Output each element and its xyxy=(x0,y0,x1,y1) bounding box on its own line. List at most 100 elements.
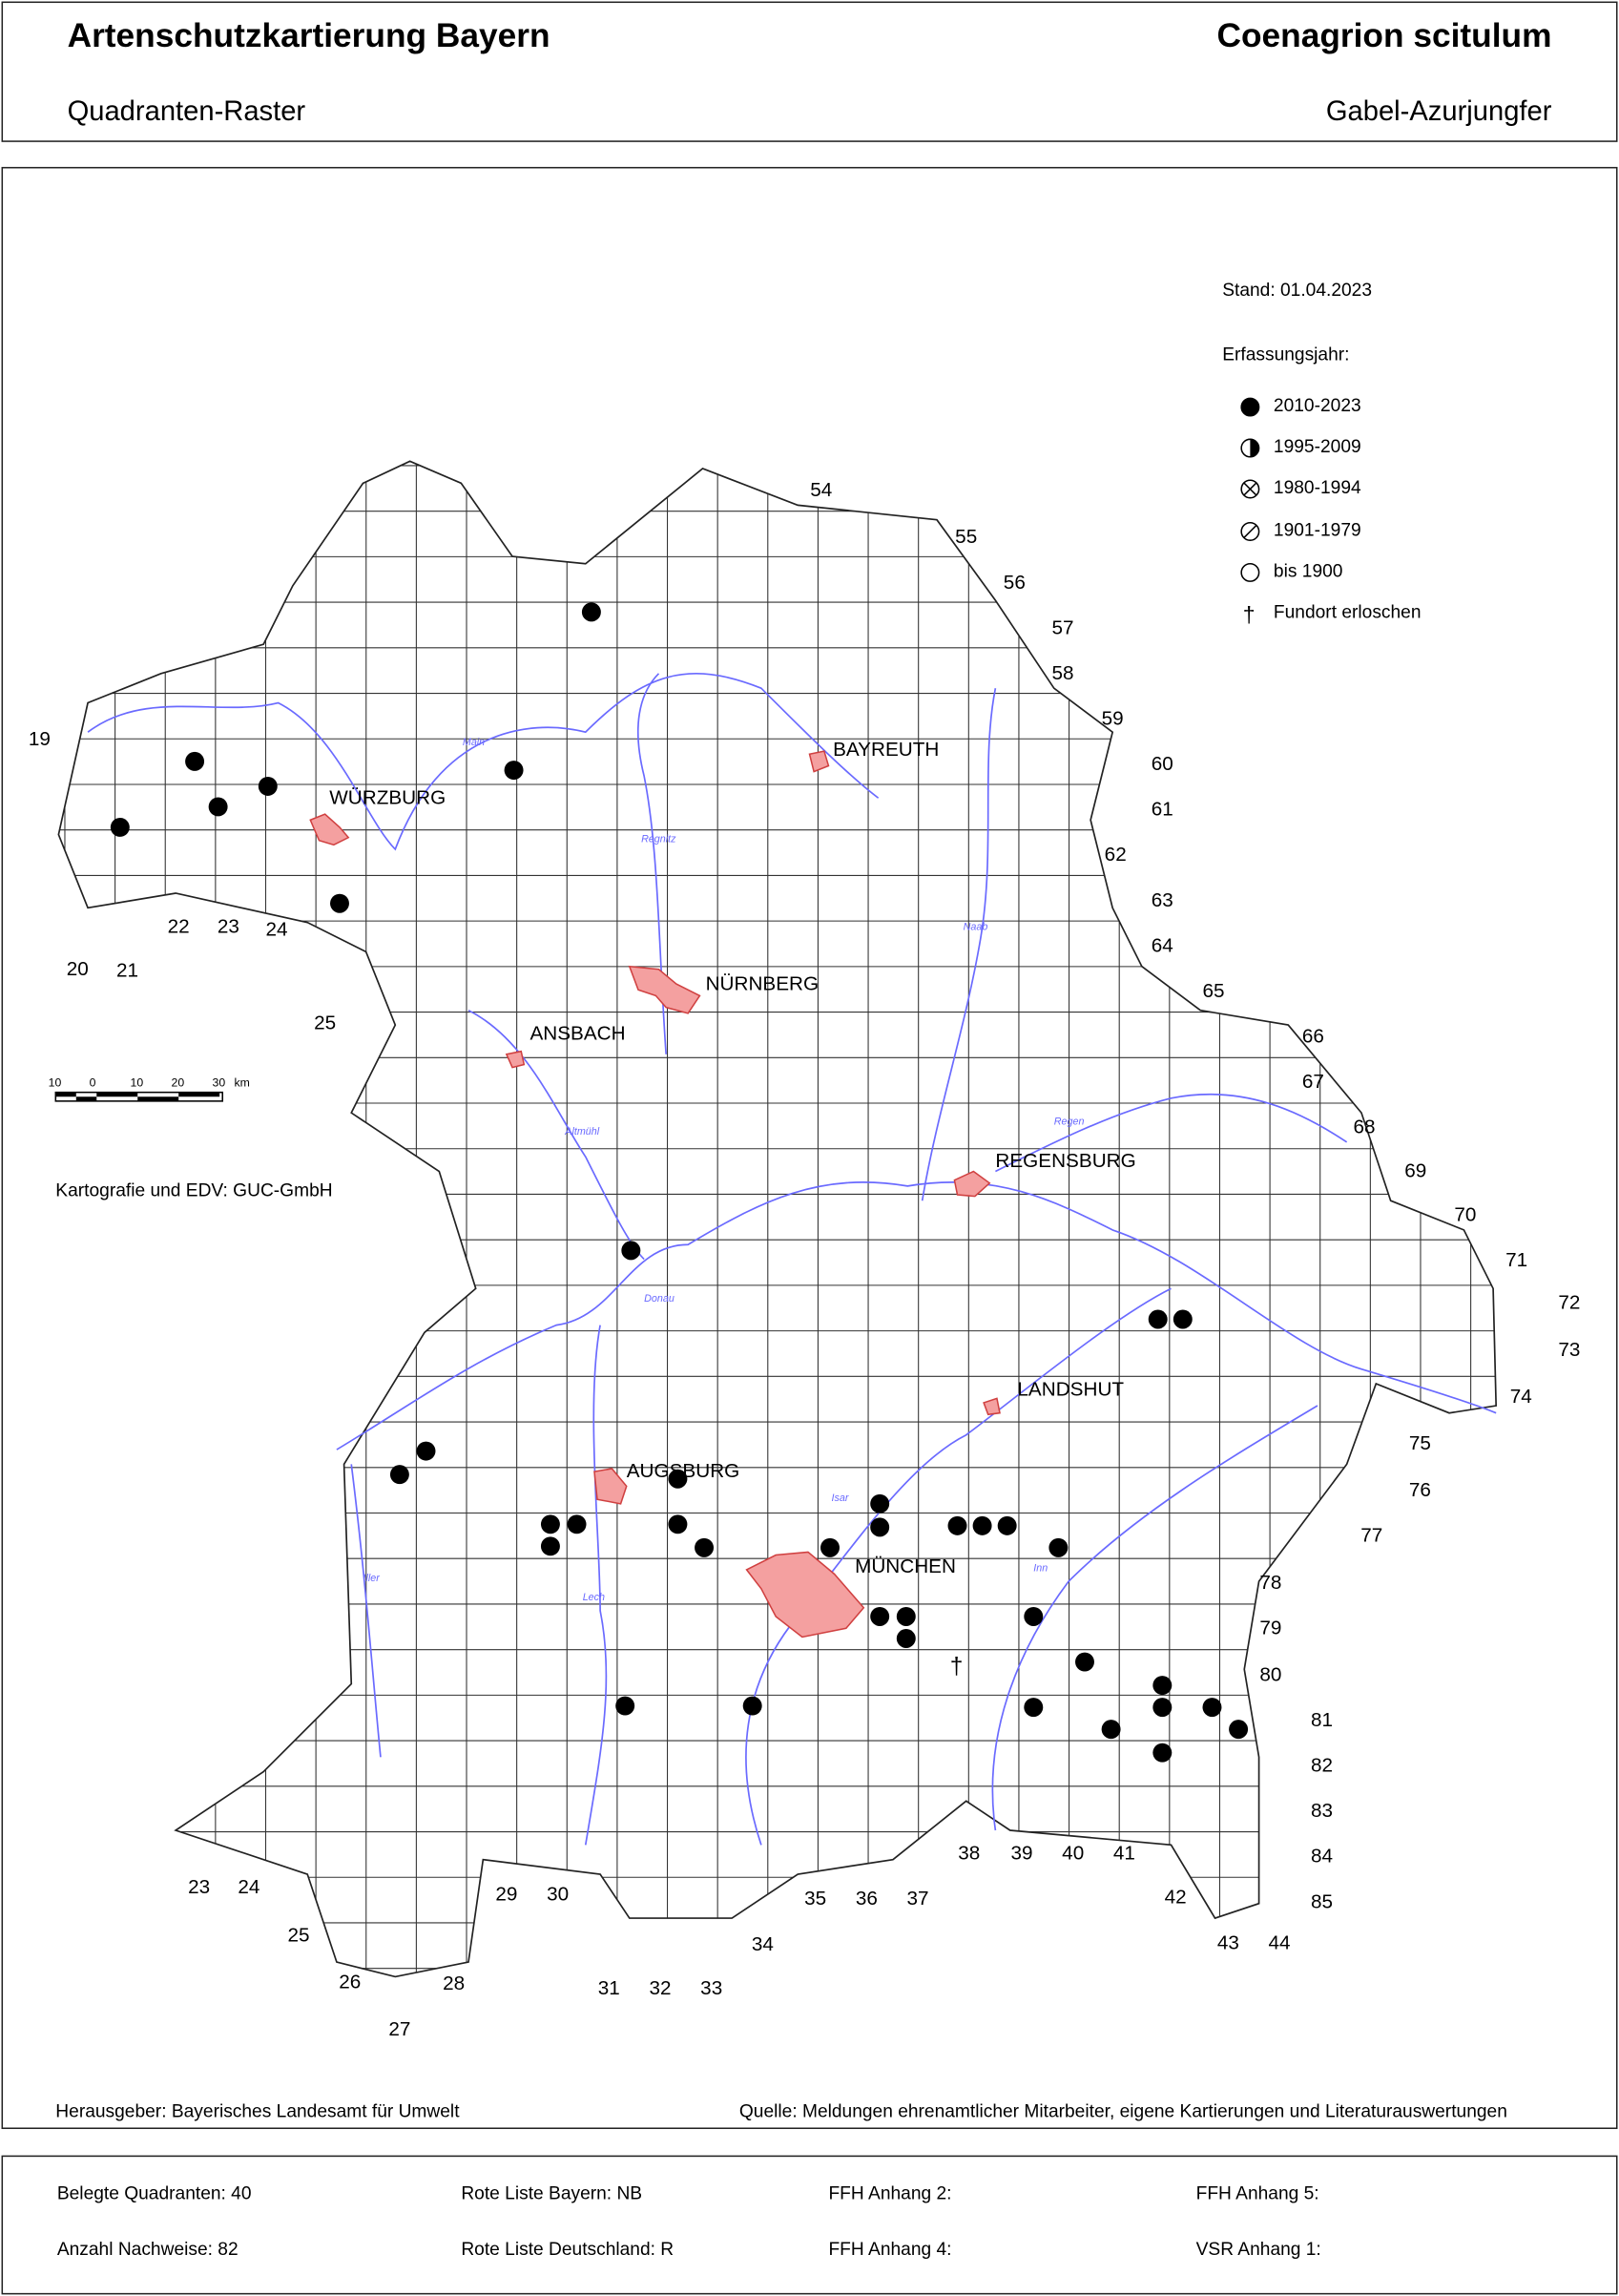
row-label: 68 xyxy=(1354,1117,1376,1138)
svg-text:†: † xyxy=(1243,602,1256,627)
data-source: Quelle: Meldungen ehrenamtlicher Mitarbe… xyxy=(738,2100,1507,2122)
river-inn xyxy=(991,1405,1318,1831)
row-label: 74 xyxy=(1510,1386,1532,1408)
row-label: 59 xyxy=(1102,708,1124,730)
column-label: 25 xyxy=(288,1925,310,1947)
column-label: 19 xyxy=(29,728,51,750)
record-dot-2010-2023 xyxy=(870,1517,890,1537)
column-label: 28 xyxy=(443,1972,465,1994)
record-dot-2010-2023 xyxy=(504,761,524,781)
footer-stats-box: Belegte Quadranten: 40 Rote Liste Bayern… xyxy=(1,2155,1618,2295)
column-label: 21 xyxy=(116,959,138,981)
record-dot-2010-2023 xyxy=(1152,1743,1173,1763)
river-altmuehl xyxy=(467,1009,645,1261)
record-markers: † xyxy=(110,602,1249,1763)
row-label: 82 xyxy=(1311,1755,1333,1777)
record-dot-2010-2023 xyxy=(1152,1676,1173,1696)
record-dot-2010-2023 xyxy=(567,1514,587,1534)
column-label: 23 xyxy=(188,1876,210,1898)
legend-label: Fundort erloschen xyxy=(1273,601,1422,623)
map-frame xyxy=(1,166,1618,2130)
row-label: 75 xyxy=(1409,1432,1431,1454)
record-dot-2010-2023 xyxy=(110,817,130,837)
empty-circle-icon xyxy=(1240,562,1260,582)
column-label: 37 xyxy=(907,1888,929,1910)
scale-tick-label: 30 xyxy=(212,1075,226,1090)
river-regen xyxy=(995,1093,1348,1173)
row-label: 54 xyxy=(810,479,832,501)
legend-label: 1980-1994 xyxy=(1273,477,1361,499)
stat-rote-liste-bayern: Rote Liste Bayern: NB xyxy=(461,2182,643,2204)
row-label: 57 xyxy=(1051,616,1073,638)
column-label: 29 xyxy=(495,1884,517,1906)
stat-ffh-anhang-5: FFH Anhang 5: xyxy=(1195,2182,1319,2204)
record-dot-2010-2023 xyxy=(668,1469,688,1489)
record-dot-2010-2023 xyxy=(1173,1309,1193,1329)
record-dot-2010-2023 xyxy=(185,751,205,771)
row-label: 62 xyxy=(1105,844,1127,866)
row-label: 60 xyxy=(1152,753,1173,775)
quadrant-grid xyxy=(58,461,1497,1977)
river-label: Donau xyxy=(644,1294,675,1305)
city-area-landshut xyxy=(983,1397,1001,1416)
column-label: 39 xyxy=(1010,1843,1032,1865)
stat-ffh-anhang-4: FFH Anhang 4: xyxy=(828,2239,952,2260)
stat-vsr-anhang-1: VSR Anhang 1: xyxy=(1195,2239,1321,2260)
bavaria-border xyxy=(57,460,1498,1978)
city-area-nuernberg xyxy=(628,965,701,1014)
record-dot-2010-2023 xyxy=(1024,1607,1044,1626)
record-dot-2010-2023 xyxy=(820,1537,840,1557)
river-label: Regnitz xyxy=(641,834,676,845)
dagger-icon: † xyxy=(1243,602,1256,627)
record-dot-2010-2023 xyxy=(1152,1698,1173,1718)
city-label: ANSBACH xyxy=(529,1022,626,1045)
row-label: 63 xyxy=(1152,889,1173,911)
stat-rote-liste-deutschland: Rote Liste Deutschland: R xyxy=(461,2239,675,2260)
record-dot-2010-2023 xyxy=(330,893,349,913)
legend-label: 2010-2023 xyxy=(1273,395,1361,416)
stand-date: Stand: 01.04.2023 xyxy=(1222,280,1373,301)
column-label: 32 xyxy=(649,1977,671,1999)
crossed-circle-icon xyxy=(1240,480,1260,500)
column-label: 25 xyxy=(314,1012,336,1034)
record-dot-2010-2023 xyxy=(947,1515,967,1535)
scale-tick-label: 20 xyxy=(171,1075,185,1090)
record-dot-2010-2023 xyxy=(416,1441,436,1461)
column-label: 23 xyxy=(218,915,239,937)
column-label: 33 xyxy=(700,1977,722,1999)
scale-tick-label: 10 xyxy=(48,1075,62,1090)
city-label: LANDSHUT xyxy=(1017,1377,1125,1400)
city-area-muenchen xyxy=(745,1551,865,1639)
slashed-circle-icon xyxy=(1240,521,1260,541)
header-box: Artenschutzkartierung Bayern Quadranten-… xyxy=(1,1,1618,142)
record-dot-2010-2023 xyxy=(896,1629,916,1648)
row-label: 64 xyxy=(1152,934,1173,956)
river-label: Naab xyxy=(963,922,988,933)
river-donau xyxy=(336,1180,1497,1451)
river-label: Inn xyxy=(1033,1563,1048,1575)
column-label: 44 xyxy=(1269,1931,1291,1953)
record-dot-2010-2023 xyxy=(581,602,601,622)
river-label: Isar xyxy=(831,1493,849,1504)
river-lech xyxy=(584,1325,608,1846)
city-label: MÜNCHEN xyxy=(855,1555,956,1577)
column-label: 34 xyxy=(752,1933,774,1955)
river-label: Altmühl xyxy=(565,1127,600,1138)
column-label: 36 xyxy=(856,1888,878,1910)
column-label: 31 xyxy=(598,1977,620,1999)
city-label: NÜRNBERG xyxy=(705,971,820,994)
publisher: Herausgeber: Bayerisches Landesamt für U… xyxy=(55,2100,460,2122)
filled-circle-icon xyxy=(1240,397,1260,417)
stat-anzahl-nachweise: Anzahl Nachweise: 82 xyxy=(56,2239,239,2260)
river-network xyxy=(87,672,1497,1846)
row-label: 72 xyxy=(1558,1292,1580,1314)
record-dot-2010-2023 xyxy=(896,1607,916,1626)
record-dot-2010-2023 xyxy=(742,1696,762,1716)
species-latin-name: Coenagrion scitulum xyxy=(1216,15,1552,54)
record-dot-2010-2023 xyxy=(695,1537,715,1557)
column-label: 30 xyxy=(547,1884,569,1906)
river-label: Iller xyxy=(363,1574,380,1585)
grid-labels: 19 20 21 22 23 24 25 23 24 25 26 27 28 29 30 31 32 33 34 35… xyxy=(29,479,1580,2040)
